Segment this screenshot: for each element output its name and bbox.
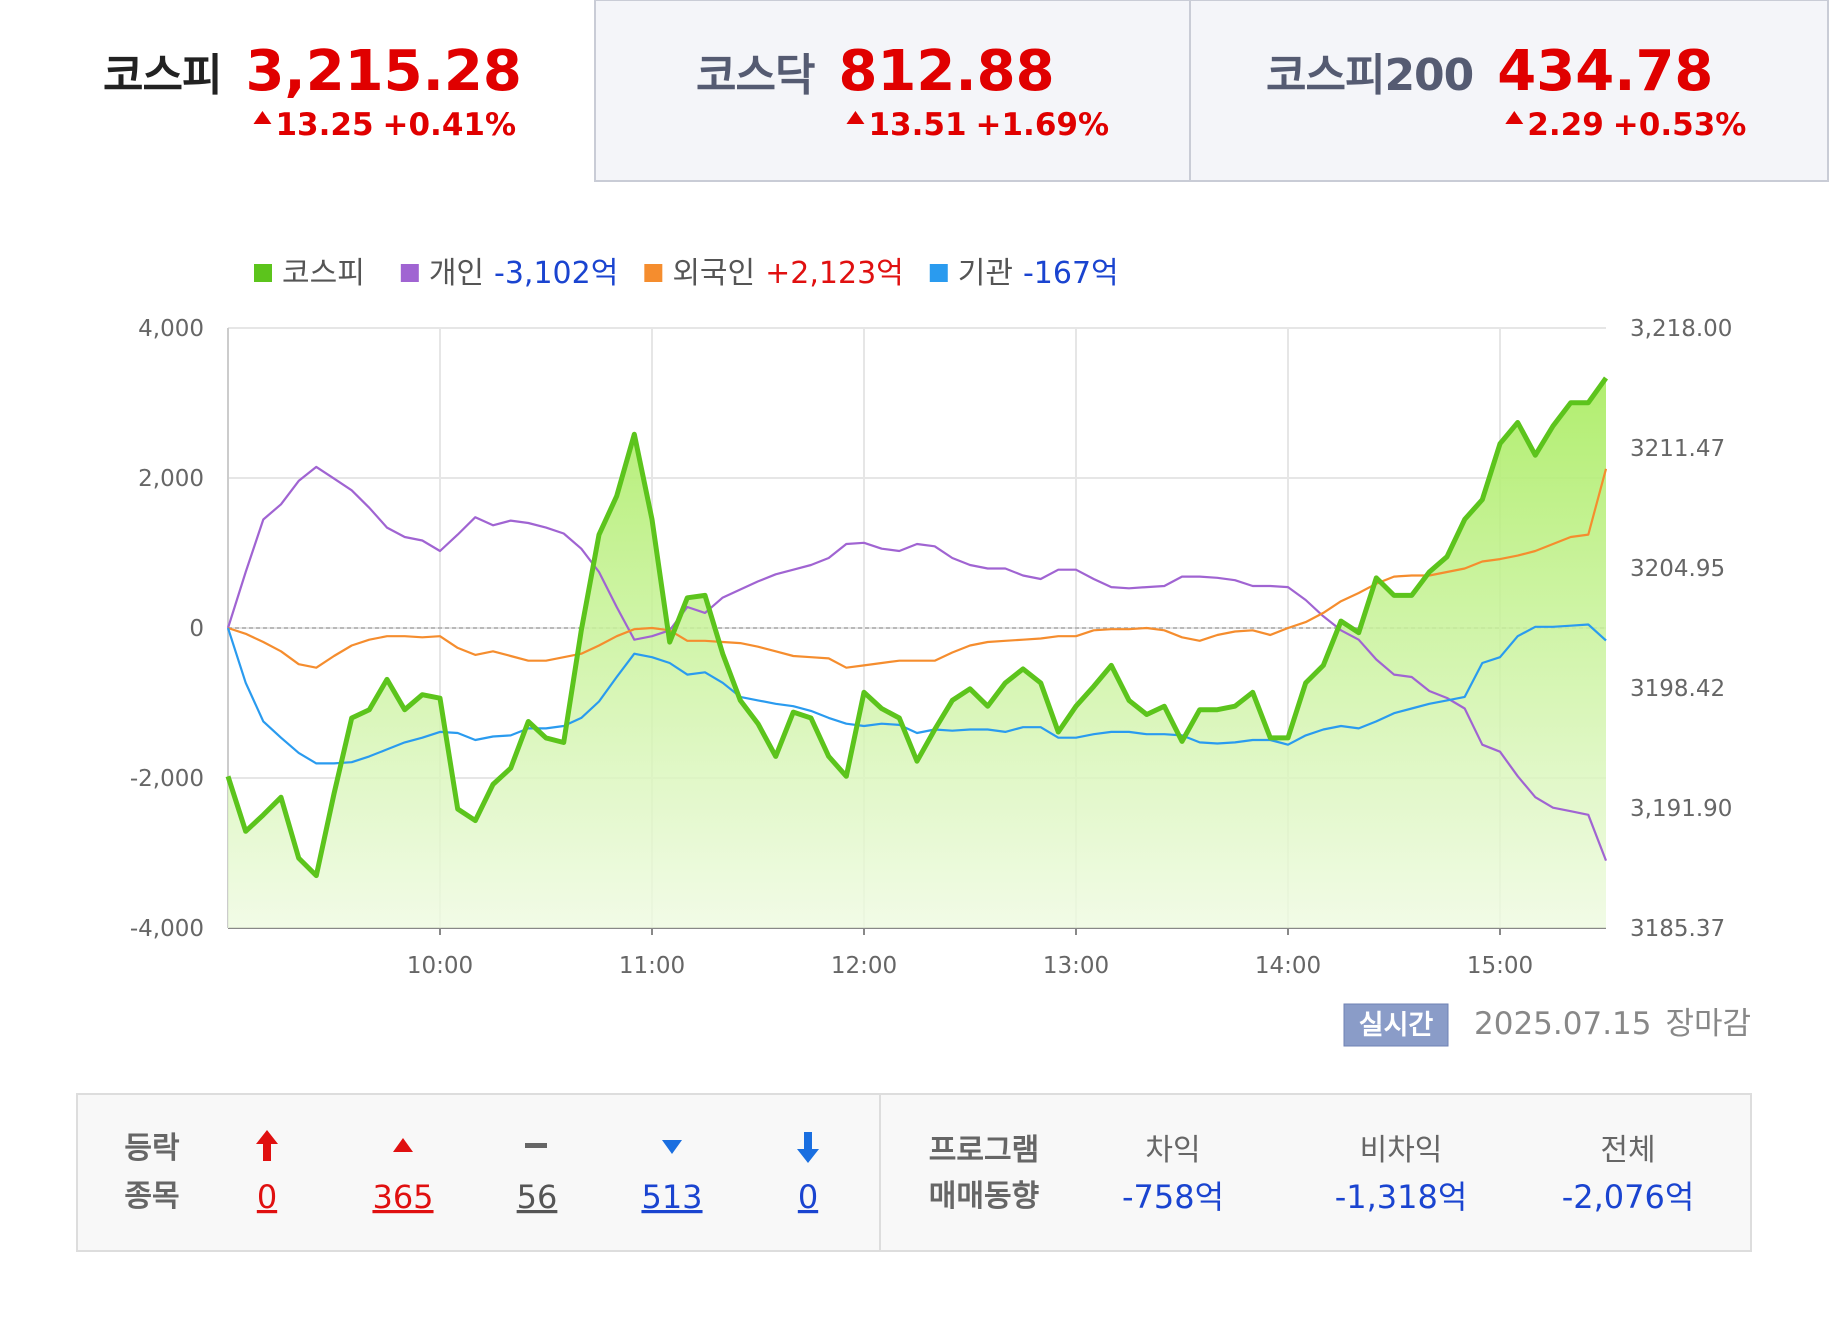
y2-tick-label: 3204.95 — [1630, 556, 1725, 582]
x-tick-label: 12:00 — [831, 953, 897, 979]
x-tick-label: 10:00 — [407, 953, 473, 979]
program-label: 매매동향 — [929, 1179, 1039, 1214]
y-tick-label: 4,000 — [138, 316, 204, 342]
y-tick-label: 2,000 — [138, 466, 204, 492]
tab-label[interactable]: 코스피 3,215.28 — [103, 39, 522, 104]
legend-swatch — [254, 264, 272, 282]
upper-limit-count[interactable]: 0 — [257, 1178, 277, 1216]
badge-bg — [1343, 1003, 1449, 1047]
flat-count[interactable]: 56 — [517, 1178, 558, 1216]
legend-name: 코스피 — [282, 256, 365, 291]
x-tick-label: 15:00 — [1467, 953, 1533, 979]
y-tick-label: -4,000 — [130, 916, 204, 942]
status-bar: 실시간 2025.07.15 장마감 — [1343, 1003, 1751, 1047]
y-tick-label: -2,000 — [130, 766, 204, 792]
index-value: 3,215.28 — [245, 39, 521, 104]
change-line: 13.25 +0.41% — [275, 107, 516, 143]
series-line — [226, 623, 1607, 765]
y2-tick-label: 3211.47 — [1630, 436, 1725, 462]
lower-limit-icon — [797, 1132, 819, 1163]
index-name: 코스피200 — [1266, 50, 1473, 101]
x-tick-label: 13:00 — [1043, 953, 1109, 979]
index-change: 2.29 — [1527, 107, 1604, 143]
x-tick-label: 11:00 — [619, 953, 685, 979]
program-col-name: 차익 — [1145, 1133, 1200, 1168]
change-line: 13.51 +1.69% — [868, 107, 1109, 143]
legend-entry: 기관 -167억 — [958, 256, 1119, 291]
legend-entry: 외국인 +2,123억 — [672, 256, 903, 291]
legend-entry: 코스피 — [282, 256, 365, 291]
index-pct: +1.69% — [976, 107, 1110, 143]
index-value: 434.78 — [1497, 39, 1713, 104]
legend-value: -167억 — [1023, 256, 1119, 291]
series-line — [226, 465, 1608, 861]
tab-bg[interactable] — [1189, 0, 1829, 182]
summary-panel: 등락 종목 0 365 56 513 0 프로그램 매매동향 차익 -758억 … — [76, 1093, 1752, 1252]
series-line — [225, 376, 1609, 879]
breadth-label: 종목 — [124, 1179, 179, 1214]
y2-tick-label: 3185.37 — [1630, 916, 1725, 942]
change-line: 2.29 +0.53% — [1527, 107, 1746, 143]
flat-icon — [525, 1143, 547, 1148]
rise-count[interactable]: 365 — [372, 1178, 433, 1216]
upper-limit-icon — [256, 1130, 278, 1161]
y2-tick-label: 3,191.90 — [1630, 796, 1732, 822]
tab-label[interactable]: 코스닥 812.88 — [696, 39, 1055, 104]
area — [228, 378, 1606, 928]
breadth-label: 등락 — [124, 1131, 180, 1166]
date: 2025.07.15 — [1474, 1006, 1652, 1042]
chart: 4,000 2,000 0 -2,000 -4,000 3,218.00 3211.47 32… — [130, 256, 1733, 979]
legend-value: -3,102억 — [494, 256, 618, 291]
legend-swatch — [400, 264, 419, 282]
legend-name: 기관 — [958, 256, 1013, 291]
legend-value: +2,123억 — [765, 256, 904, 291]
rise-icon — [393, 1138, 413, 1152]
program-col-value: -2,076억 — [1562, 1178, 1695, 1216]
fall-icon — [662, 1140, 682, 1154]
lower-limit-count[interactable]: 0 — [798, 1178, 818, 1216]
market-state: 장마감 — [1666, 1006, 1752, 1042]
fall-count[interactable]: 513 — [641, 1178, 702, 1216]
index-change: 13.51 — [868, 107, 966, 143]
panel-bg — [76, 1093, 1752, 1252]
realtime-badge[interactable]: 실시간 — [1359, 1010, 1434, 1041]
index-name: 코스닥 — [696, 50, 815, 101]
legend-entry: 개인 -3,102억 — [429, 256, 619, 291]
program-col-name: 전체 — [1600, 1133, 1655, 1168]
index-name: 코스피 — [103, 50, 221, 101]
legend-name: 외국인 — [672, 256, 755, 291]
program-col-value: -1,318억 — [1335, 1178, 1468, 1216]
x-tick-label: 14:00 — [1255, 953, 1321, 979]
index-value: 812.88 — [838, 39, 1054, 104]
tab-bg[interactable] — [0, 0, 595, 181]
program-col-name: 비차익 — [1360, 1133, 1443, 1168]
legend-name: 개인 — [429, 256, 484, 291]
index-pct: +0.41% — [383, 107, 517, 143]
program-label: 프로그램 — [929, 1133, 1039, 1168]
up-triangle — [253, 111, 272, 124]
up-triangle — [846, 111, 865, 124]
program-col-value: -758억 — [1122, 1178, 1224, 1216]
legend-swatch — [929, 264, 948, 282]
tab-label[interactable]: 코스피200 434.78 — [1266, 39, 1713, 104]
y2-tick-label: 3,218.00 — [1630, 316, 1732, 342]
index-change: 13.25 — [275, 107, 373, 143]
y2-tick-label: 3198.42 — [1630, 676, 1725, 702]
up-triangle — [1505, 111, 1524, 124]
index-pct: +0.53% — [1613, 107, 1747, 143]
status-text: 2025.07.15 장마감 — [1474, 1006, 1751, 1042]
y-tick-label: 0 — [189, 616, 204, 642]
legend-swatch — [644, 264, 663, 282]
